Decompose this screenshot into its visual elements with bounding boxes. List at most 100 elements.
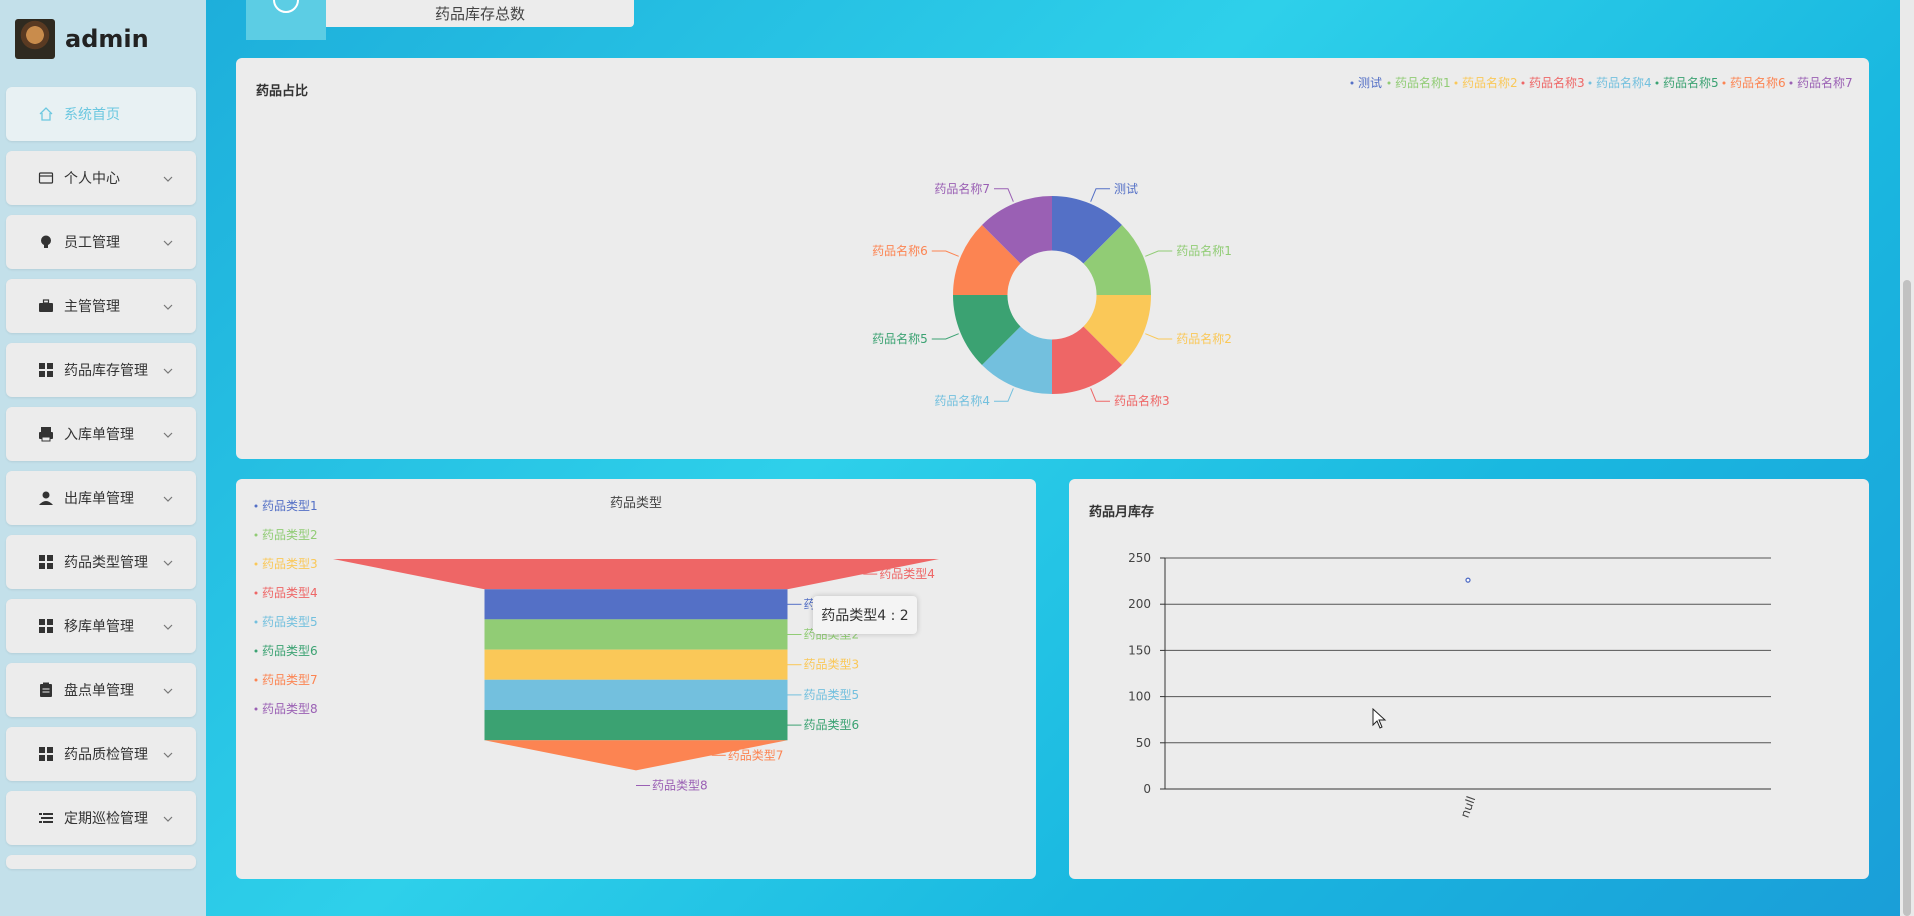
legend-item[interactable]: 药品名称2 [1462,75,1518,90]
sidebar-item-partial[interactable] [6,855,196,869]
legend-marker[interactable] [254,562,258,566]
legend-marker[interactable] [254,678,258,682]
legend-marker[interactable] [1454,81,1458,85]
legend-item[interactable]: 药品类型5 [262,615,318,629]
pie-slice-label: 测试 [1114,181,1138,196]
funnel-panel: 药品类型 药品类型1 药品类型2 药品类型3 药品类型4 药品类型5 药品类型6 药品类型7 药… [236,479,1036,879]
legend-marker[interactable] [254,707,258,711]
legend-marker[interactable] [254,533,258,537]
sidebar-item-9[interactable]: 盘点单管理 [6,663,196,717]
grid-icon [38,554,54,570]
sidebar-item-1[interactable]: 个人中心 [6,151,196,205]
legend-marker[interactable] [1521,81,1525,85]
funnel-label: 药品类型5 [804,688,860,702]
y-tick-label: 100 [1128,690,1151,704]
pie-label-line [931,333,959,340]
legend-marker[interactable] [254,591,258,595]
pie-slice[interactable] [1052,196,1123,264]
legend-marker[interactable] [1350,81,1354,85]
sidebar-item-label: 定期巡检管理 [64,811,148,827]
data-point[interactable] [1465,577,1471,583]
funnel-segment[interactable] [484,619,788,650]
legend-marker[interactable] [254,504,258,508]
sidebar-item-5[interactable]: 入库单管理 [6,407,196,461]
pie-slice[interactable] [1083,295,1151,366]
stock-total-label: 药品库存总数 [326,0,634,27]
sidebar-item-label: 药品质检管理 [64,747,148,763]
legend-marker[interactable] [1722,81,1726,85]
clock-icon [273,0,299,13]
pie-slice-label: 药品名称2 [1176,331,1232,346]
funnel-label: 药品类型6 [804,718,860,732]
pie-label-line [1145,333,1173,340]
legend-item[interactable]: 药品类型1 [262,499,318,513]
pie-slice-label: 药品名称1 [1176,243,1232,258]
funnel-segment[interactable] [484,649,788,680]
sidebar-item-label: 药品类型管理 [64,555,148,571]
legend-marker[interactable] [254,649,258,653]
funnel-label: 药品类型4 [879,567,935,581]
sidebar-item-6[interactable]: 出库单管理 [6,471,196,525]
pie-slice[interactable] [1052,326,1123,394]
pie-slice[interactable] [953,224,1021,295]
sidebar-item-4[interactable]: 药品库存管理 [6,343,196,397]
funnel-segment[interactable] [333,559,939,590]
funnel-segment[interactable] [484,589,788,620]
funnel-segment[interactable] [484,740,788,771]
legend-item[interactable]: 药品类型6 [262,644,318,658]
sidebar-menu: 系统首页个人中心员工管理主管管理药品库存管理 入库单管理出库单管理药品类型管理 移库… [6,87,196,879]
chevron-down-icon [162,426,174,438]
scrollbar-thumb[interactable] [1903,280,1911,916]
sidebar-item-10[interactable]: 药品质检管理 [6,727,196,781]
brand-name: admin [65,25,149,53]
pie-slice-label: 药品名称6 [872,243,928,258]
sidebar-item-7[interactable]: 药品类型管理 [6,535,196,589]
pie-slice[interactable] [981,326,1052,394]
funnel-chart: 药品类型 药品类型1 药品类型2 药品类型3 药品类型4 药品类型5 药品类型6 药品类型7 药… [254,496,939,793]
sidebar-item-label: 出库单管理 [64,491,134,507]
pie-slice-label: 药品名称4 [934,393,990,408]
legend-item[interactable]: 药品名称4 [1596,75,1652,90]
sidebar-item-8[interactable]: 移库单管理 [6,599,196,653]
chevron-down-icon [162,490,174,502]
chevron-down-icon [162,170,174,182]
legend-item[interactable]: 药品名称6 [1730,75,1786,90]
wallet-icon [38,170,54,186]
legend-marker[interactable] [1655,81,1659,85]
legend-marker[interactable] [1588,81,1592,85]
legend-item[interactable]: 测试 [1358,75,1382,90]
legend-item[interactable]: 药品名称5 [1663,75,1719,90]
funnel-segment[interactable] [484,679,788,710]
chevron-down-icon [162,362,174,374]
line-panel-title: 药品月库存 [1089,505,1155,520]
legend-marker[interactable] [1789,81,1793,85]
pie-label-line [1090,388,1111,402]
pie-slice[interactable] [1083,224,1151,295]
pie-slice[interactable] [953,295,1021,366]
stock-total-card: 药品库存总数 [246,0,634,40]
legend-marker[interactable] [1387,81,1391,85]
legend-item[interactable]: 药品类型7 [262,673,318,687]
legend-item[interactable]: 药品名称7 [1797,75,1853,90]
chevron-down-icon [162,298,174,310]
pie-chart: 测试药品名称1药品名称2药品名称3药品名称4药品名称5药品名称6药品名称7药品名… [872,75,1853,408]
legend-item[interactable]: 药品类型8 [262,702,318,716]
sidebar-item-0[interactable]: 系统首页 [6,87,196,141]
list-icon [38,810,54,826]
legend-item[interactable]: 药品名称3 [1529,75,1585,90]
page-scrollbar[interactable] [1900,0,1914,916]
pie-slice[interactable] [981,196,1052,264]
legend-item[interactable]: 药品类型2 [262,528,318,542]
avatar[interactable] [15,19,55,59]
sidebar-item-11[interactable]: 定期巡检管理 [6,791,196,845]
pie-label-line [1145,250,1173,257]
sidebar-item-2[interactable]: 员工管理 [6,215,196,269]
legend-item[interactable]: 药品类型4 [262,586,318,600]
sidebar-item-3[interactable]: 主管管理 [6,279,196,333]
legend-marker[interactable] [254,620,258,624]
funnel-segment[interactable] [484,710,788,741]
legend-item[interactable]: 药品名称1 [1395,75,1451,90]
legend-item[interactable]: 药品类型3 [262,557,318,571]
chevron-down-icon [162,618,174,630]
sidebar-item-label: 移库单管理 [64,619,134,635]
